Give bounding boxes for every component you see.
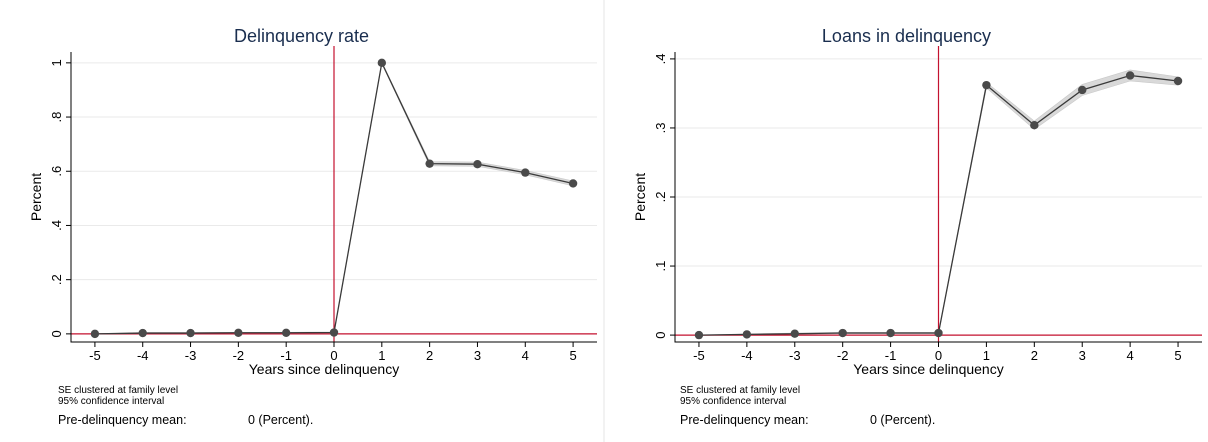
data-point bbox=[425, 159, 434, 168]
data-point bbox=[329, 328, 339, 337]
data-point bbox=[473, 160, 482, 169]
chart-plot-loans-in-delinquency: -5 -4 -3 -2 -1 0 1 2 3 4 5 0 .1 .2 .3 .4 Years since del… bbox=[632, 46, 1202, 377]
y-tick-label: .1 bbox=[653, 261, 668, 272]
x-tick-label: -1 bbox=[885, 348, 897, 363]
x-tick-label: 4 bbox=[522, 348, 529, 363]
data-point bbox=[377, 58, 387, 68]
x-tick-label: 5 bbox=[569, 348, 576, 363]
premean-label: Pre-delinquency mean: bbox=[58, 413, 187, 427]
y-tick-label: .4 bbox=[653, 53, 668, 64]
y-tick-label: .2 bbox=[49, 274, 64, 285]
data-point bbox=[742, 330, 752, 339]
chart-title: Delinquency rate bbox=[233, 26, 370, 46]
data-point bbox=[138, 328, 147, 338]
x-tick-label: -5 bbox=[89, 348, 101, 363]
x-tick-label: 0 bbox=[935, 348, 942, 363]
note-confidence-interval: 95% confidence interval bbox=[58, 396, 165, 407]
data-point bbox=[934, 328, 943, 338]
y-tick-label: 0 bbox=[49, 330, 64, 337]
x-tick-label: -3 bbox=[789, 348, 801, 363]
data-point bbox=[234, 328, 243, 337]
x-tick-label: 0 bbox=[330, 348, 337, 363]
x-tick-label: 3 bbox=[474, 348, 481, 363]
x-tick-label: 3 bbox=[1079, 348, 1086, 363]
data-point bbox=[838, 328, 847, 338]
y-tick-label: .4 bbox=[49, 220, 64, 231]
x-tick-label: 2 bbox=[1031, 348, 1038, 363]
chart-panel-loans-in-delinquency: -5 -4 -3 -2 -1 0 1 2 3 4 5 0 .1 .2 .3 .4 Years since del… bbox=[605, 0, 1208, 442]
note-se-clustered: SE clustered at family level bbox=[680, 385, 801, 396]
data-point bbox=[982, 80, 991, 90]
y-tick-label: 0 bbox=[653, 331, 668, 338]
y-tick-label: .8 bbox=[49, 112, 64, 123]
premean-value: 0 (Percent). bbox=[870, 413, 936, 427]
y-tick-label: .2 bbox=[653, 192, 668, 203]
data-point bbox=[90, 329, 100, 339]
y-tick-label: 1 bbox=[49, 59, 64, 66]
data-point bbox=[694, 330, 704, 340]
note-confidence-interval: 95% confidence interval bbox=[680, 396, 787, 407]
data-point bbox=[790, 329, 799, 338]
x-tick-label: 1 bbox=[378, 348, 385, 363]
y-tick-label: .6 bbox=[49, 166, 64, 177]
x-tick-label: -4 bbox=[741, 348, 753, 363]
chart-panel-delinquency-rate: -5 -4 -3 -2 -1 0 1 2 3 4 5 0.2.4.6.8 1 Years since de… bbox=[0, 0, 603, 442]
y-axis-label: Percent bbox=[632, 173, 648, 221]
x-tick-label: -2 bbox=[233, 348, 245, 363]
premean-value: 0 (Percent). bbox=[248, 413, 314, 427]
x-axis-label: Years since delinquency bbox=[853, 361, 1003, 377]
chart-title: Loans in delinquency bbox=[821, 26, 992, 46]
y-tick-label: .3 bbox=[653, 123, 668, 134]
data-point bbox=[568, 179, 578, 188]
y-axis-label: Percent bbox=[28, 173, 44, 221]
x-tick-label: 1 bbox=[983, 348, 990, 363]
data-point bbox=[281, 328, 291, 337]
x-tick-label: -3 bbox=[185, 348, 197, 363]
panel-divider bbox=[603, 0, 605, 442]
x-tick-label: 4 bbox=[1127, 348, 1134, 363]
x-tick-label: -2 bbox=[837, 348, 849, 363]
data-point bbox=[886, 328, 895, 338]
x-tick-label: -5 bbox=[693, 348, 705, 363]
note-se-clustered: SE clustered at family level bbox=[58, 385, 179, 396]
data-point bbox=[521, 168, 530, 177]
data-point bbox=[186, 328, 195, 338]
data-point bbox=[1125, 71, 1135, 80]
data-point bbox=[1030, 120, 1039, 130]
x-tick-label: -4 bbox=[137, 348, 149, 363]
data-point bbox=[1078, 85, 1087, 95]
x-tick-label: 2 bbox=[426, 348, 433, 363]
x-tick-label: 5 bbox=[1174, 348, 1181, 363]
premean-label: Pre-delinquency mean: bbox=[680, 413, 809, 427]
x-axis-label: Years since delinquency bbox=[249, 361, 399, 377]
data-point bbox=[1173, 76, 1183, 86]
x-tick-label: -1 bbox=[280, 348, 292, 363]
